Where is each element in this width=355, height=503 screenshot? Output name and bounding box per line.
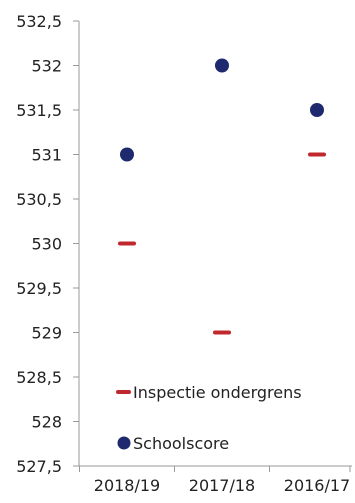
y-tick-label: 532 — [31, 57, 62, 76]
y-tick-label: 529,5 — [16, 279, 62, 298]
legend-school-score-swatch — [117, 436, 131, 450]
y-tick-label: 528 — [31, 413, 62, 432]
school-score-point — [120, 147, 134, 162]
legend-label: Inspectie ondergrens — [133, 383, 302, 402]
x-tick-label: 2016/17 — [284, 476, 350, 495]
y-tick-label: 527,5 — [16, 457, 62, 476]
school-score-point — [310, 103, 324, 117]
y-tick-label: 530 — [31, 235, 62, 254]
x-tick-label: 2018/19 — [94, 476, 160, 495]
chart-marks — [118, 58, 326, 335]
school-score-point — [215, 58, 229, 73]
y-tick-label: 528,5 — [16, 368, 62, 387]
axes: 532,5 532 531,5 531 530,5 530 529,5 529 528,5 528… — [16, 12, 352, 495]
y-tick-label: 531 — [31, 146, 62, 165]
y-tick-label: 532,5 — [16, 12, 62, 31]
y-tick-label: 529 — [31, 324, 62, 343]
y-tick-label: 530,5 — [16, 190, 62, 209]
legend: Inspectie ondergrens Schoolscore — [116, 383, 302, 453]
x-tick-label: 2017/18 — [189, 476, 255, 495]
y-tick-label: 531,5 — [16, 101, 62, 120]
legend-label: Schoolscore — [133, 434, 229, 453]
